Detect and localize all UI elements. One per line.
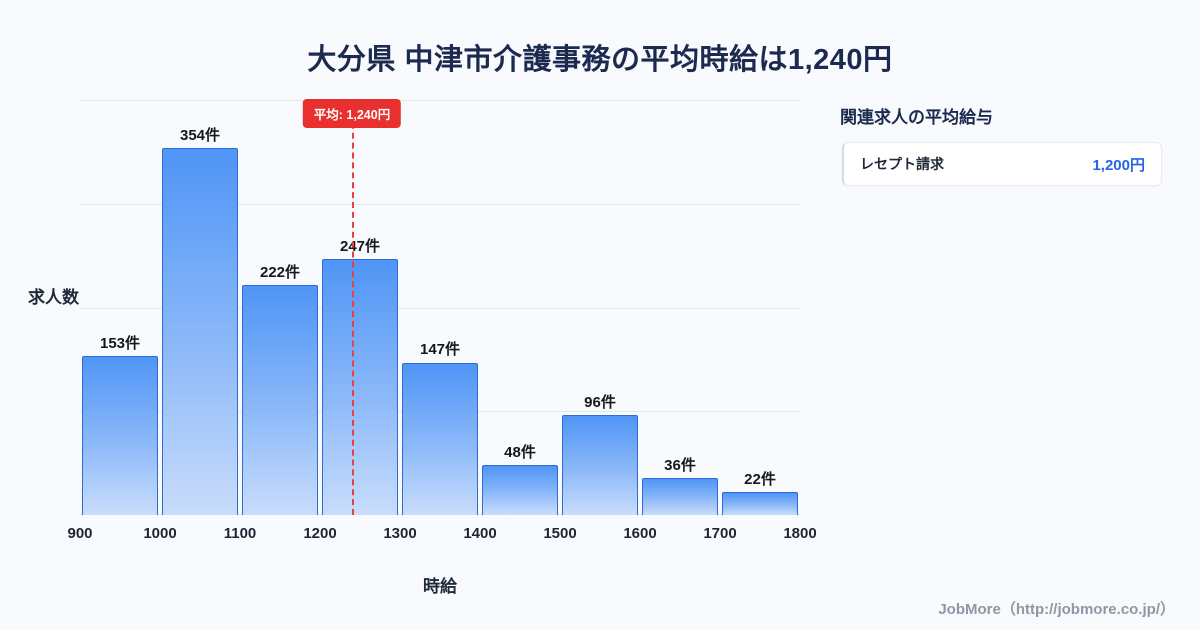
average-badge: 平均: 1,240円 xyxy=(302,99,402,128)
footer-credit: JobMore（http://jobmore.co.jp/） xyxy=(938,601,1175,618)
histogram-bar xyxy=(322,258,398,515)
bar-value-label: 96件 xyxy=(584,394,616,412)
x-tick-label: 1400 xyxy=(463,525,497,542)
histogram-bar xyxy=(642,477,718,515)
histogram-bar xyxy=(562,415,638,515)
histogram-bar xyxy=(482,465,558,515)
x-tick-label: 1300 xyxy=(383,525,417,542)
x-tick-label: 1600 xyxy=(623,525,657,542)
side-panel-heading: 関連求人の平均給与 xyxy=(840,108,993,127)
x-tick-label: 1000 xyxy=(143,525,177,542)
bar-value-label: 22件 xyxy=(744,471,776,489)
average-line xyxy=(352,103,354,515)
related-job-label: レセプト請求 xyxy=(860,156,944,172)
y-axis-label: 求人数 xyxy=(28,288,79,307)
x-tick-label: 1700 xyxy=(703,525,737,542)
page-title: 大分県 中津市介護事務の平均時給は1,240円 xyxy=(307,44,893,76)
bar-value-label: 36件 xyxy=(664,456,696,474)
histogram-bar xyxy=(402,362,478,515)
histogram-bar xyxy=(722,492,798,515)
bar-value-label: 147件 xyxy=(419,341,461,359)
bar-value-label: 48件 xyxy=(504,444,536,462)
x-tick-label: 1500 xyxy=(543,525,577,542)
related-job-value: 1,200円 xyxy=(1092,156,1145,174)
gridline xyxy=(80,307,800,309)
x-tick-label: 1100 xyxy=(223,525,257,542)
x-axis-label: 時給 xyxy=(423,577,457,596)
bar-value-label: 153件 xyxy=(99,335,141,353)
x-tick-label: 900 xyxy=(67,525,93,542)
x-tick-label: 1800 xyxy=(783,525,817,542)
histogram-bar xyxy=(82,356,158,515)
related-job-card: レセプト請求 1,200円 xyxy=(842,142,1162,186)
x-tick-label: 1200 xyxy=(303,525,337,542)
gridline xyxy=(80,100,800,101)
bar-value-label: 247件 xyxy=(339,237,381,255)
bar-value-label: 222件 xyxy=(259,263,301,281)
histogram-bar xyxy=(162,147,238,515)
bar-value-label: 354件 xyxy=(179,126,221,144)
histogram-bar xyxy=(242,284,318,515)
histogram-chart: 153件 354件 222件 247件 147件 48件 96件 36件 22件 900 1000 1… xyxy=(67,99,817,542)
gridline xyxy=(80,203,800,205)
